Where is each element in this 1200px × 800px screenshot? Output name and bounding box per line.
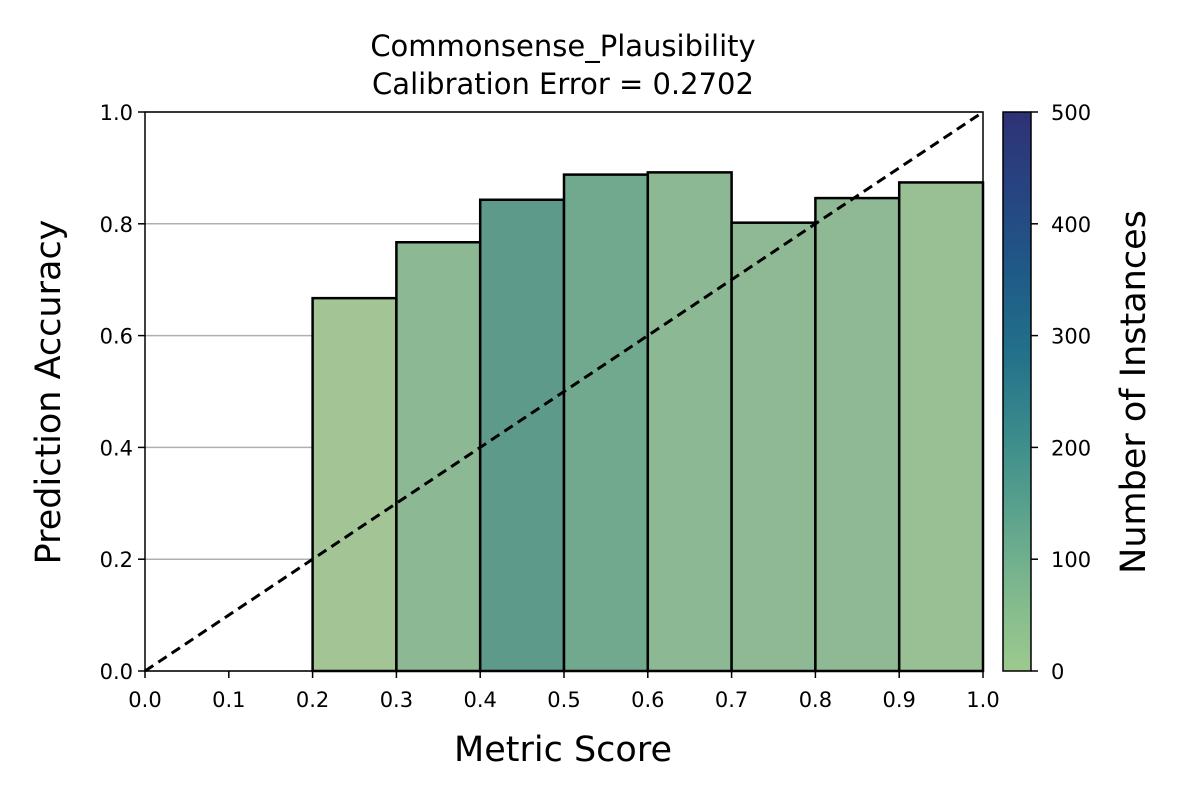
colorbar-tick-label: 400: [1051, 213, 1091, 237]
x-tick-label: 0.9: [882, 688, 915, 712]
x-axis-ticks: 0.0 0.1 0.2 0.3 0.4 0.5 0.6 0.7 0.8 0.9 1.0: [128, 671, 1000, 712]
x-tick-label: 0.5: [547, 688, 580, 712]
chart-subtitle: Calibration Error = 0.2702: [372, 67, 754, 101]
x-tick-label: 0.1: [212, 688, 245, 712]
bars: [311, 171, 985, 673]
chart-title: Commonsense_Plausibility: [370, 29, 755, 63]
x-tick-label: 0.0: [128, 688, 161, 712]
x-tick-label: 0.2: [296, 688, 329, 712]
x-axis-label: Metric Score: [454, 730, 672, 770]
y-tick-label: 1.0: [100, 101, 133, 125]
y-tick-label: 0.8: [100, 213, 133, 237]
y-tick-label: 0.2: [100, 548, 133, 572]
bar-2: [478, 198, 566, 673]
bar-6: [814, 196, 901, 673]
y-axis-ticks: 0.0 0.2 0.4 0.6 0.8 1.0: [100, 101, 145, 684]
x-tick-label: 0.3: [380, 688, 413, 712]
y-axis-label: Prediction Accuracy: [29, 220, 69, 565]
x-tick-label: 0.7: [715, 688, 748, 712]
colorbar-tick-label: 200: [1051, 436, 1091, 460]
bar-4: [646, 171, 733, 673]
colorbar-tick-label: 0: [1051, 660, 1064, 684]
y-tick-label: 0.4: [100, 436, 133, 460]
x-tick-label: 0.6: [631, 688, 664, 712]
colorbar-ticks: 0 100 200 300 400 500: [1031, 101, 1091, 684]
bar-5: [730, 221, 817, 673]
colorbar-label: Number of Instances: [1114, 210, 1154, 574]
colorbar: [1002, 111, 1032, 672]
x-tick-label: 0.4: [463, 688, 496, 712]
x-tick-label: 1.0: [966, 688, 999, 712]
colorbar-tick-label: 500: [1051, 101, 1091, 125]
bar-3: [562, 173, 650, 673]
colorbar-tick-label: 100: [1051, 548, 1091, 572]
perfect-calibration-line: [144, 110, 984, 673]
y-tick-label: 0.0: [100, 660, 133, 684]
bar-7: [897, 181, 985, 673]
y-tick-label: 0.6: [100, 325, 133, 349]
colorbar-tick-label: 300: [1051, 325, 1091, 349]
bar-0: [311, 296, 398, 673]
x-tick-label: 0.8: [799, 688, 832, 712]
